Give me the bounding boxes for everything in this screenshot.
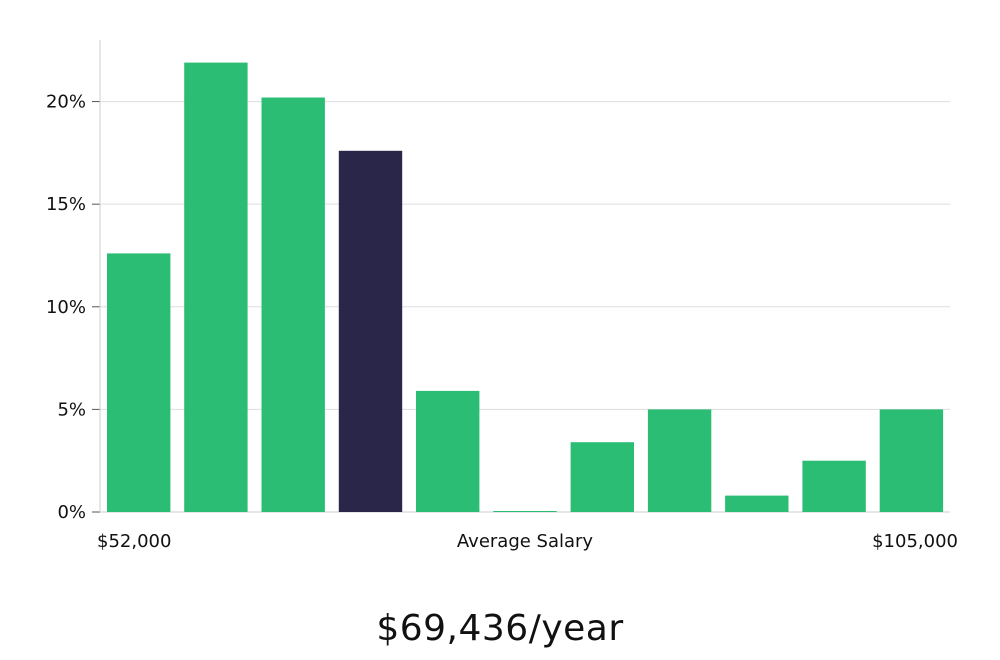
salary-histogram: 0% 5% 10% 15% 20% $52,000 Average Salary $10… bbox=[46, 40, 958, 552]
bar bbox=[802, 460, 866, 512]
salary-chart-svg: 0% 5% 10% 15% 20% $52,000 Average Salary $10… bbox=[46, 40, 958, 552]
bar bbox=[879, 409, 944, 512]
bar-highlighted bbox=[338, 150, 403, 513]
bar bbox=[570, 442, 634, 512]
axes: 0% 5% 10% 15% 20% bbox=[46, 40, 950, 523]
y-tick-label: 20% bbox=[46, 92, 86, 113]
y-tick-label: 10% bbox=[46, 297, 86, 318]
bar bbox=[493, 511, 557, 512]
bar bbox=[261, 97, 325, 512]
labels: $52,000 Average Salary $105,000 bbox=[97, 531, 958, 552]
x-min-label: $52,000 bbox=[97, 531, 171, 552]
y-tick-label: 5% bbox=[57, 399, 86, 420]
y-tick-label: 0% bbox=[57, 502, 86, 523]
average-salary-headline: $69,436/year bbox=[376, 608, 624, 649]
x-axis-label: Average Salary bbox=[457, 531, 594, 552]
x-max-label: $105,000 bbox=[872, 531, 958, 552]
bar bbox=[184, 62, 248, 512]
bar bbox=[725, 495, 789, 512]
bar bbox=[416, 390, 480, 512]
bars bbox=[107, 62, 944, 513]
y-tick-label: 15% bbox=[46, 194, 86, 215]
bar bbox=[647, 409, 712, 512]
bar bbox=[107, 253, 171, 512]
